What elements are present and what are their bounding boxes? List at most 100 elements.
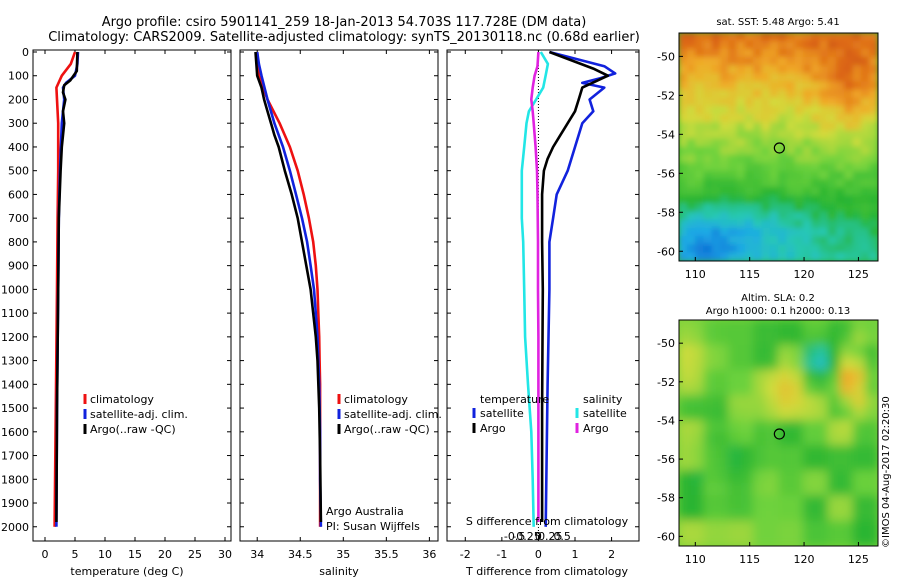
x-tick-label: 15 — [128, 548, 142, 561]
x2-tick-label: 0 — [535, 530, 542, 543]
y-tick-label: 800 — [8, 236, 29, 249]
y-tick-label: 200 — [8, 93, 29, 106]
x-tick-label: 0 — [42, 548, 49, 561]
map-y-tick-label: -60 — [657, 245, 675, 258]
map-y-tick-label: -50 — [657, 50, 675, 63]
y-tick-label: 1700 — [1, 450, 29, 463]
sst-map-frame — [678, 32, 879, 262]
y-tick-label: 1900 — [1, 497, 29, 510]
series-line-temperature-satellite — [544, 50, 617, 527]
salinity-series — [254, 51, 323, 527]
map-x-tick-label: 125 — [848, 553, 869, 566]
sla-map-axes: 110 115 120 125 -50 -52 -54 -56 -58 -60 — [657, 337, 869, 566]
map-y-tick-label: -58 — [657, 492, 675, 505]
salinity-legend: climatology satellite-adj. clim. Argo(..… — [337, 393, 442, 436]
x-tick-label: 10 — [98, 548, 112, 561]
sst-map-title: sat. SST: 5.48 Argo: 5.41 — [716, 17, 839, 28]
legend-header-salinity: salinity — [583, 393, 623, 406]
s-difference-axis-label: S difference from climatology — [466, 515, 629, 528]
x-tick-label: -2 — [460, 548, 471, 561]
y-tick-label: 700 — [8, 212, 29, 225]
sla-map-title-line-1: Altim. SLA: 0.2 — [741, 293, 815, 304]
sla-map-field — [679, 320, 878, 546]
legend-label-t-satellite: satellite — [480, 407, 524, 420]
y-tick-label: 1800 — [1, 473, 29, 486]
y-tick-label: 100 — [8, 70, 29, 83]
temperature-x-axis: 0 5 10 15 20 25 30 — [42, 50, 232, 561]
y-tick-label: 1400 — [1, 378, 29, 391]
map-y-tick-label: -50 — [657, 337, 675, 350]
y-tick-label: 400 — [8, 141, 29, 154]
temperature-axis-label: temperature (deg C) — [70, 565, 183, 578]
t-difference-axis-label: T difference from climatology — [465, 565, 628, 578]
legend-label-argo: Argo(..raw -QC) — [90, 423, 176, 436]
x-tick-label: 25 — [188, 548, 202, 561]
series-line-salinity-argo — [529, 51, 540, 522]
legend-label-climatology: climatology — [344, 393, 408, 406]
sst-argo-location-marker — [773, 142, 785, 154]
y-tick-label: 1200 — [1, 331, 29, 344]
x-tick-label: 30 — [218, 548, 232, 561]
series-line-salinity-satellite — [520, 51, 550, 527]
temperature-legend: climatology satellite-adj. clim. Argo(..… — [83, 393, 188, 436]
y-tick-label: 1300 — [1, 355, 29, 368]
y-tick-label: 300 — [8, 117, 29, 130]
temperature-series — [53, 51, 80, 527]
y-tick-label: 500 — [8, 165, 29, 178]
x-tick-label: 36 — [422, 548, 436, 561]
map-x-tick-label: 110 — [685, 553, 706, 566]
map-x-tick-label: 110 — [685, 268, 706, 281]
difference-legend: temperature salinity satellite Argo sate… — [472, 393, 627, 435]
x-tick-label: 35 — [336, 548, 350, 561]
map-y-tick-label: -54 — [657, 414, 675, 427]
map-y-tick-label: -54 — [657, 128, 675, 141]
map-y-tick-label: -58 — [657, 206, 675, 219]
x2-tick-label: -0.5 — [504, 530, 525, 543]
legend-header-temperature: temperature — [480, 393, 549, 406]
y-tick-label: 1500 — [1, 402, 29, 415]
salinity-x-axis: 34 34.5 35 35.5 36 — [250, 50, 436, 561]
t-difference-x-axis: -2 -1 0 1 2 — [460, 50, 615, 561]
y-tick-label: 1100 — [1, 307, 29, 320]
legend-label-satellite-adj: satellite-adj. clim. — [90, 408, 188, 421]
series-line-satellite-adj-clim- — [55, 51, 80, 527]
argo-australia-credit: Argo Australia — [326, 505, 404, 518]
temperature-panel-frame — [32, 49, 232, 542]
x-tick-label: 1 — [572, 548, 579, 561]
legend-label-s-argo: Argo — [583, 422, 609, 435]
sla-map-title-line-2: Argo h1000: 0.1 h2000: 0.13 — [706, 306, 850, 317]
map-x-tick-label: 120 — [794, 268, 815, 281]
imos-credit: ©IMOS 04-Aug-2017 02:20:30 — [881, 396, 892, 548]
legend-label-climatology: climatology — [90, 393, 154, 406]
map-y-tick-label: -52 — [657, 89, 675, 102]
x-tick-label: 34 — [250, 548, 264, 561]
figure-title-line-2: Climatology: CARS2009. Satellite-adjuste… — [48, 30, 640, 45]
y-tick-label: 1000 — [1, 283, 29, 296]
x2-tick-label: -0.25 — [512, 530, 540, 543]
pi-credit: PI: Susan Wijffels — [326, 520, 420, 533]
x-tick-label: 2 — [608, 548, 615, 561]
salinity-axis-label: salinity — [319, 565, 359, 578]
sst-map-field — [679, 33, 878, 261]
series-line-argo-raw-qc- — [55, 51, 79, 523]
map-y-tick-label: -56 — [657, 167, 675, 180]
sst-map-axes: 110 115 120 125 -50 -52 -54 -56 -58 -60 — [657, 50, 869, 281]
x-tick-label: 5 — [72, 548, 79, 561]
series-line-temperature-argo — [540, 50, 610, 522]
y-tick-label: 0 — [22, 46, 29, 59]
depth-axis: 0 100 200 300 400 500 600 700 800 900 1000 1100 1200… — [1, 46, 639, 534]
x-tick-label: 20 — [158, 548, 172, 561]
map-y-tick-label: -56 — [657, 453, 675, 466]
map-x-tick-label: 115 — [739, 553, 760, 566]
y-tick-label: 900 — [8, 260, 29, 273]
map-y-tick-label: -60 — [657, 530, 675, 543]
map-x-tick-label: 115 — [739, 268, 760, 281]
map-x-tick-label: 125 — [848, 268, 869, 281]
difference-panel-frame — [446, 49, 640, 542]
salinity-panel-frame — [239, 49, 439, 542]
y-tick-label: 2000 — [1, 521, 29, 534]
x-tick-label: -1 — [496, 548, 507, 561]
series-line-argo-raw-qc- — [254, 51, 323, 523]
